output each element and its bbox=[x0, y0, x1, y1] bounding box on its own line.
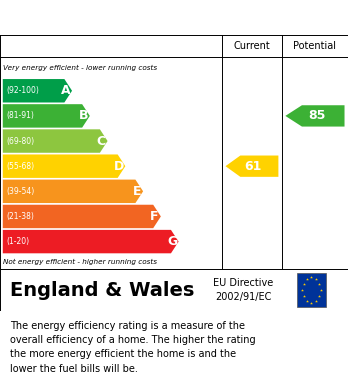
Text: B: B bbox=[79, 109, 88, 122]
Polygon shape bbox=[3, 154, 125, 178]
Text: 85: 85 bbox=[308, 109, 325, 122]
Text: (69-80): (69-80) bbox=[6, 136, 34, 145]
Text: Potential: Potential bbox=[293, 41, 337, 51]
Text: Very energy efficient - lower running costs: Very energy efficient - lower running co… bbox=[3, 65, 158, 70]
Text: Current: Current bbox=[234, 41, 270, 51]
Polygon shape bbox=[3, 79, 72, 102]
Text: G: G bbox=[167, 235, 177, 248]
Text: (55-68): (55-68) bbox=[6, 162, 34, 171]
Text: England & Wales: England & Wales bbox=[10, 280, 195, 300]
Text: (81-91): (81-91) bbox=[6, 111, 34, 120]
Polygon shape bbox=[3, 230, 179, 253]
Polygon shape bbox=[3, 104, 90, 127]
Polygon shape bbox=[3, 129, 108, 153]
Text: (92-100): (92-100) bbox=[6, 86, 39, 95]
Text: The energy efficiency rating is a measure of the
overall efficiency of a home. T: The energy efficiency rating is a measur… bbox=[10, 321, 256, 374]
Text: (39-54): (39-54) bbox=[6, 187, 34, 196]
Text: Energy Efficiency Rating: Energy Efficiency Rating bbox=[63, 10, 285, 25]
Polygon shape bbox=[285, 105, 345, 127]
Text: EU Directive
2002/91/EC: EU Directive 2002/91/EC bbox=[213, 278, 274, 301]
Text: C: C bbox=[97, 135, 106, 147]
Text: 61: 61 bbox=[245, 160, 262, 173]
FancyBboxPatch shape bbox=[296, 273, 326, 307]
Text: (21-38): (21-38) bbox=[6, 212, 34, 221]
Text: F: F bbox=[150, 210, 159, 223]
Text: A: A bbox=[61, 84, 71, 97]
Polygon shape bbox=[3, 205, 161, 228]
Text: (1-20): (1-20) bbox=[6, 237, 29, 246]
Text: Not energy efficient - higher running costs: Not energy efficient - higher running co… bbox=[3, 259, 158, 265]
Polygon shape bbox=[226, 156, 278, 177]
Text: D: D bbox=[114, 160, 124, 173]
Text: E: E bbox=[133, 185, 141, 198]
Polygon shape bbox=[3, 179, 143, 203]
